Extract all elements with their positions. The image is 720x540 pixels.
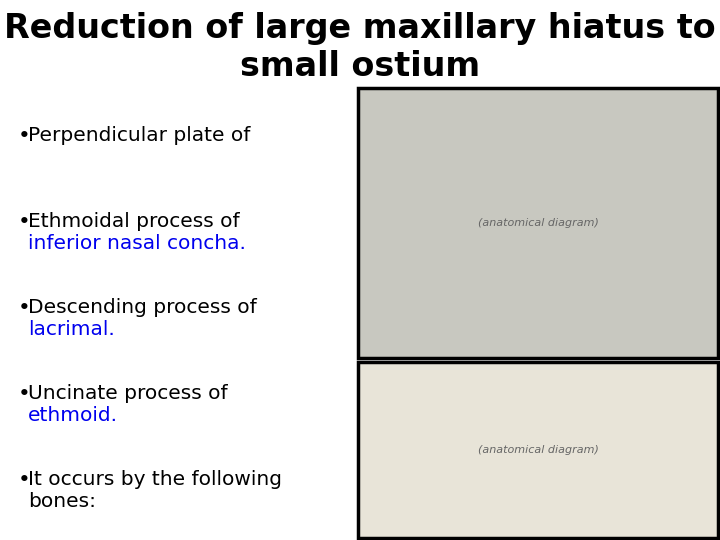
Bar (358, 88, 718, 358)
Text: •: • (18, 126, 31, 146)
Text: bones:: bones: (28, 492, 96, 511)
Text: •: • (18, 298, 31, 318)
Text: ethmoid.: ethmoid. (28, 406, 118, 425)
Text: Reduction of large maxillary hiatus to
small ostium: Reduction of large maxillary hiatus to s… (4, 12, 716, 83)
Text: Ethmoidal process of: Ethmoidal process of (28, 212, 240, 231)
Text: Descending process of: Descending process of (28, 298, 257, 317)
Text: •: • (18, 470, 31, 490)
Text: It occurs by the following: It occurs by the following (28, 470, 282, 489)
Text: •: • (18, 212, 31, 232)
Text: Perpendicular plate of: Perpendicular plate of (28, 126, 251, 145)
Text: Uncinate process of: Uncinate process of (28, 384, 228, 403)
Bar (358, 362, 718, 538)
Text: (anatomical diagram): (anatomical diagram) (477, 445, 598, 455)
Text: (anatomical diagram): (anatomical diagram) (477, 218, 598, 228)
Text: inferior nasal concha.: inferior nasal concha. (28, 234, 246, 253)
Text: lacrimal.: lacrimal. (28, 320, 114, 339)
Text: •: • (18, 384, 31, 404)
